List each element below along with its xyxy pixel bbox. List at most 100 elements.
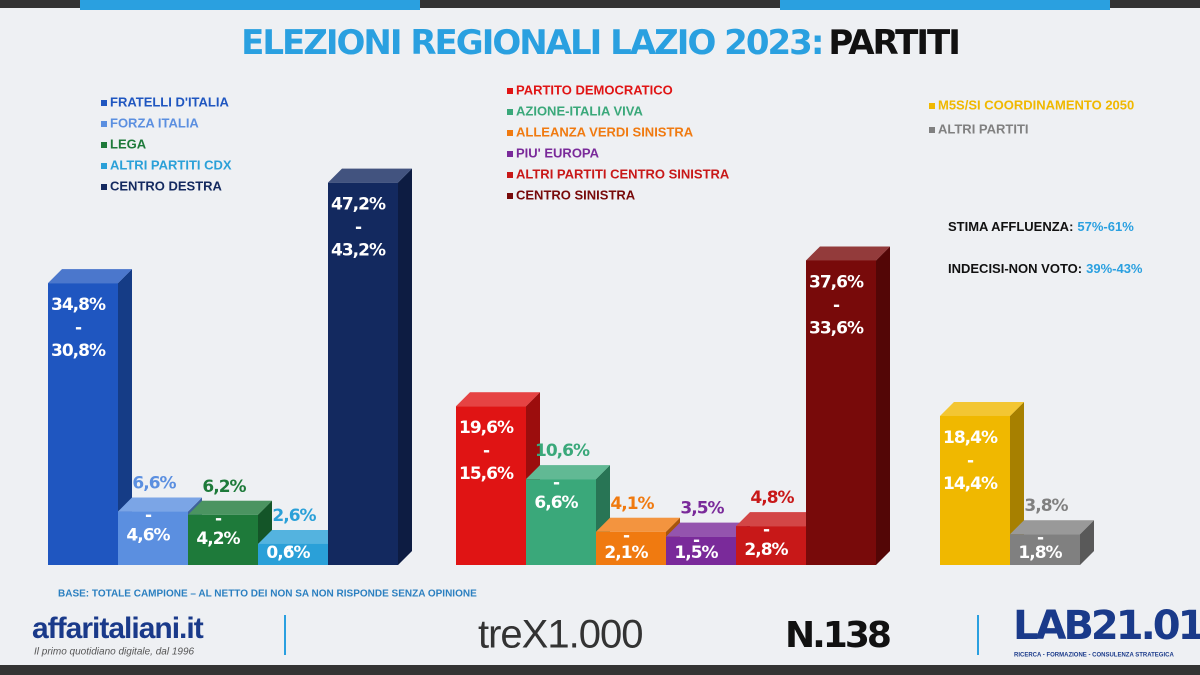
legend-swatch — [507, 88, 513, 94]
bar-top-shade — [258, 529, 342, 544]
bar-side-shade — [876, 246, 890, 565]
bar-top-shade — [48, 269, 132, 284]
bar — [596, 531, 666, 565]
legend-swatch — [101, 142, 107, 148]
undecided-value: 39%-43% — [1086, 261, 1143, 276]
bar-top — [806, 246, 890, 261]
bar — [118, 511, 188, 565]
bar-top — [456, 392, 540, 407]
legend-label: AZIONE-ITALIA VIVA — [516, 103, 643, 118]
value-label: 3,8% — [1024, 496, 1068, 516]
legend-label: CENTRO SINISTRA — [516, 187, 636, 202]
bar-top-shade — [1010, 520, 1094, 535]
range-separator: - — [285, 538, 292, 558]
bar — [1010, 534, 1080, 565]
bar — [806, 260, 876, 565]
bar-top — [596, 517, 680, 532]
top-accent — [780, 0, 1110, 10]
range-separator: - — [553, 473, 560, 493]
bar-top — [258, 529, 342, 544]
bar — [48, 283, 118, 565]
bar — [666, 536, 736, 565]
value-label: 18,4% — [943, 428, 998, 448]
legend-swatch — [929, 127, 935, 133]
range-separator: - — [145, 506, 152, 526]
value-label: 4,8% — [750, 488, 794, 508]
bar-top-shade — [806, 246, 890, 261]
bar-side — [398, 168, 412, 565]
partner: treX1.000 — [478, 613, 642, 657]
bottom-strip — [0, 665, 1200, 675]
bar-top — [666, 522, 750, 537]
range-separator: - — [355, 218, 362, 238]
bar-top-shade — [736, 512, 820, 527]
legend-swatch — [507, 130, 513, 136]
bar-top-shade — [596, 517, 680, 532]
legend-label: M5S/SI COORDINAMENTO 2050 — [938, 97, 1134, 112]
legend-label: ALLEANZA VERDI SINISTRA — [516, 124, 694, 139]
chart-title: ELEZIONI REGIONALI LAZIO 2023: PARTITI — [241, 23, 959, 63]
range-separator: - — [967, 451, 974, 471]
value-label: 10,6% — [535, 441, 590, 461]
bar — [328, 182, 398, 565]
low-value-label: 15,6% — [459, 464, 514, 484]
legend-label: LEGA — [110, 136, 147, 151]
bar-top-shade — [666, 522, 750, 537]
bar-side-shade — [398, 168, 412, 565]
range-separator: - — [623, 526, 630, 546]
range-separator: - — [763, 520, 770, 540]
legend-swatch — [507, 151, 513, 157]
bar — [526, 479, 596, 565]
legend-swatch — [507, 193, 513, 199]
range-separator: - — [483, 441, 490, 461]
low-value-label: 2,1% — [604, 543, 648, 563]
title-highlight: PARTITI — [828, 23, 958, 63]
range-separator: - — [1037, 528, 1044, 548]
base-note: BASE: TOTALE CAMPIONE – AL NETTO DEI NON… — [58, 589, 477, 600]
bar-top-shade — [328, 168, 412, 183]
value-label: 34,8% — [51, 295, 106, 315]
value-label: 6,2% — [202, 477, 246, 497]
brand: affaritaliani.it — [32, 612, 204, 645]
bar-top — [328, 168, 412, 183]
value-label: 4,1% — [610, 494, 654, 514]
bar — [456, 406, 526, 565]
value-label: 6,6% — [132, 474, 176, 494]
range-separator: - — [833, 295, 840, 315]
low-value-label: 6,6% — [534, 493, 578, 513]
range-separator: - — [215, 509, 222, 529]
bar-side — [876, 246, 890, 565]
legend-label: ALTRI PARTITI CDX — [110, 157, 232, 172]
legend-swatch — [929, 103, 935, 109]
bar-side-shade — [1080, 520, 1094, 565]
low-value-label: 4,6% — [126, 526, 170, 546]
legend-swatch — [507, 172, 513, 178]
legend-label: ALTRI PARTITI — [938, 121, 1029, 136]
bar-top-shade — [526, 465, 610, 480]
low-value-label: 1,5% — [674, 543, 718, 563]
bar — [258, 543, 328, 565]
legend-swatch — [101, 184, 107, 190]
value-label: 47,2% — [331, 195, 386, 215]
lab-tagline: RICERCA - FORMAZIONE - CONSULENZA STRATE… — [1014, 653, 1174, 659]
value-label: 37,6% — [809, 272, 864, 292]
value-label: 19,6% — [459, 418, 514, 438]
low-value-label: 43,2% — [331, 241, 386, 261]
bar-top-shade — [188, 500, 272, 515]
low-value-label: 14,4% — [943, 474, 998, 494]
bar-side-shade — [118, 269, 132, 565]
bar-top — [188, 500, 272, 515]
legend-swatch — [507, 109, 513, 115]
legend-label: PIU' EUROPA — [516, 145, 600, 160]
bar-side — [118, 269, 132, 565]
turnout-label: STIMA AFFLUENZA: — [948, 219, 1073, 234]
low-value-label: 4,2% — [196, 529, 240, 549]
bar-top — [1010, 520, 1094, 535]
bar-top — [48, 269, 132, 284]
bar-top — [940, 401, 1024, 416]
brand-tagline: Il primo quotidiano digitale, dal 1996 — [34, 647, 195, 658]
top-strip — [0, 0, 1200, 8]
turnout: STIMA AFFLUENZA: 57%-61% — [948, 219, 1134, 234]
bar-top — [526, 465, 610, 480]
